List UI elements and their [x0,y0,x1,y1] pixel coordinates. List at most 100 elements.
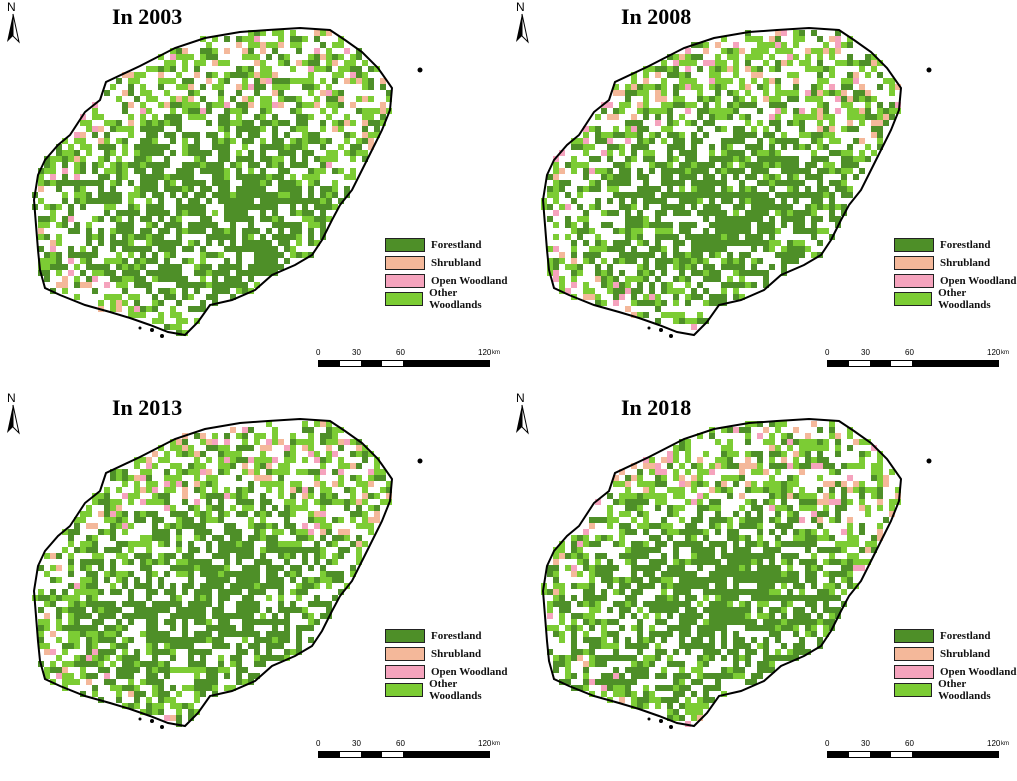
scale-tick-label: 30 [352,739,361,748]
scale-tick-label: 120 [478,739,492,748]
map-panel-2008: N In 2008 Forestland Shrubland Open Woodla… [509,0,1017,390]
legend-label: Forestland [431,630,482,642]
scale-tick-label: 0 [825,348,830,357]
legend-item: Forestland [894,627,1017,645]
legend-item: Open Woodland [894,663,1017,681]
scale-bar-graphic [318,360,490,367]
scale-tick-label: 60 [396,739,405,748]
legend-swatch [894,683,933,697]
scale-bar: 0 30 60 120 km [316,348,506,374]
legend-swatch [385,274,425,288]
legend-item: Other Woodlands [385,678,508,702]
legend-label: Open Woodland [940,275,1017,287]
legend-label: Shrubland [431,257,482,269]
island-outline [541,417,903,728]
legend-swatch [894,647,934,661]
legend-label: Open Woodland [940,666,1017,678]
north-arrow-icon: N [2,391,24,439]
north-arrow-icon: N [511,0,533,48]
map-title: In 2013 [112,395,183,420]
scale-tick-label: 60 [905,739,914,748]
island-map [32,417,423,729]
scale-tick-label: 0 [316,348,321,357]
island-outline [541,26,903,337]
legend-item: Open Woodland [385,272,508,290]
legend-swatch [894,292,933,306]
legend-item: Other Woodlands [385,287,508,311]
legend-label: Shrubland [431,648,482,660]
legend: Forestland Shrubland Open Woodland Other Wo… [385,236,508,311]
legend-label: Other Woodlands [429,287,482,311]
north-arrow-icon: N [2,0,24,48]
legend-swatch [385,665,425,679]
map-panel-2003: N In 2003 Forestland Shrubland Open Woodla… [0,0,508,390]
legend-swatch [894,238,934,252]
legend-item: Forestland [894,236,1017,254]
north-arrow-icon: N [511,391,533,439]
island-map [32,26,423,338]
legend-item: Open Woodland [385,663,508,681]
scale-tick-label: 30 [861,739,870,748]
scale-bar: 0 30 60 120 km [825,348,1015,374]
scale-tick-label: 30 [352,348,361,357]
scale-unit: km [492,350,500,356]
legend-swatch [385,292,424,306]
legend-label: Forestland [431,239,482,251]
legend: Forestland Shrubland Open Woodland Other Wo… [894,627,1017,702]
legend-label: Forestland [940,239,991,251]
island-outline [32,26,394,337]
scale-bar: 0 30 60 120 km [825,739,1015,765]
legend-item: Forestland [385,627,508,645]
legend-label: Other Woodlands [938,287,991,311]
legend-swatch [894,629,934,643]
scale-bar-graphic [827,360,999,367]
legend-swatch [894,665,934,679]
island-outline [32,417,394,728]
legend-label: Shrubland [940,257,991,269]
legend-swatch [385,629,425,643]
legend-item: Shrubland [385,254,508,272]
legend-swatch [385,647,425,661]
legend-label: Open Woodland [431,275,508,287]
legend-item: Open Woodland [894,272,1017,290]
legend-item: Shrubland [894,645,1017,663]
legend-label: Shrubland [940,648,991,660]
scale-tick-label: 0 [825,739,830,748]
legend-label: Open Woodland [431,666,508,678]
map-title: In 2008 [621,4,692,29]
legend-swatch [385,238,425,252]
map-panel-2013: N In 2013 Forestland Shrubland Open Woodla… [0,391,508,781]
scale-tick-label: 120 [987,739,1001,748]
legend-swatch [894,274,934,288]
legend-item: Shrubland [894,254,1017,272]
map-panel-2018: N In 2018 Forestland Shrubland Open Woodla… [509,391,1017,781]
legend-item: Other Woodlands [894,287,1017,311]
legend-label: Forestland [940,630,991,642]
scale-tick-label: 30 [861,348,870,357]
legend-swatch [894,256,934,270]
scale-bar-graphic [827,751,999,758]
legend-swatch [385,256,425,270]
map-title: In 2018 [621,395,692,420]
legend: Forestland Shrubland Open Woodland Other Wo… [385,627,508,702]
scale-unit: km [1001,350,1009,356]
map-title: In 2003 [112,4,183,29]
legend-label: Other Woodlands [429,678,482,702]
scale-tick-label: 60 [396,348,405,357]
scale-unit: km [492,741,500,747]
legend-item: Shrubland [385,645,508,663]
legend-item: Other Woodlands [894,678,1017,702]
scale-tick-label: 0 [316,739,321,748]
scale-tick-label: 120 [478,348,492,357]
legend: Forestland Shrubland Open Woodland Other Wo… [894,236,1017,311]
scale-bar: 0 30 60 120 km [316,739,506,765]
legend-swatch [385,683,424,697]
scale-tick-label: 60 [905,348,914,357]
island-map [541,26,932,338]
legend-item: Forestland [385,236,508,254]
scale-unit: km [1001,741,1009,747]
scale-tick-label: 120 [987,348,1001,357]
legend-label: Other Woodlands [938,678,991,702]
island-map [541,417,932,729]
scale-bar-graphic [318,751,490,758]
